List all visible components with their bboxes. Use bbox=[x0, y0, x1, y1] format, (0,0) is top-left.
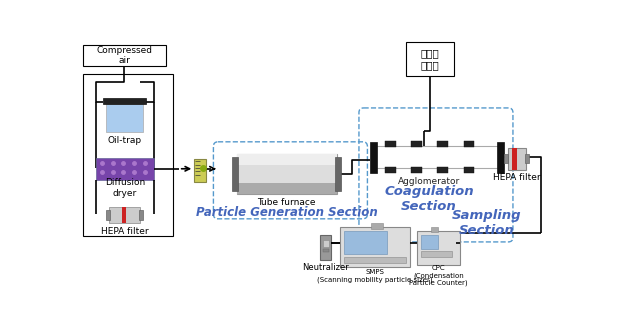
Bar bbox=[370, 142, 378, 173]
Bar bbox=[341, 227, 410, 267]
Text: HEPA filter: HEPA filter bbox=[493, 173, 540, 182]
Bar bbox=[335, 157, 341, 191]
Bar bbox=[497, 142, 505, 173]
Text: SMPS
(Scanning mobility particle sizer): SMPS (Scanning mobility particle sizer) bbox=[317, 269, 433, 282]
Text: CPC
(Condensation
Particle Counter): CPC (Condensation Particle Counter) bbox=[409, 265, 468, 286]
Bar bbox=[406, 43, 453, 76]
Bar bbox=[373, 147, 499, 168]
Bar bbox=[103, 98, 146, 104]
Bar bbox=[418, 231, 460, 265]
Text: Diffusion
dryer: Diffusion dryer bbox=[105, 178, 145, 198]
Bar bbox=[463, 167, 474, 173]
Bar bbox=[437, 167, 449, 173]
Bar bbox=[385, 167, 396, 173]
Bar bbox=[109, 206, 140, 223]
Bar bbox=[83, 45, 166, 66]
Text: Particle Generation Section: Particle Generation Section bbox=[196, 206, 378, 219]
Bar bbox=[96, 158, 154, 180]
Bar bbox=[344, 257, 406, 263]
Text: Tube furnace: Tube furnace bbox=[257, 198, 316, 207]
Bar bbox=[421, 251, 452, 257]
Bar bbox=[232, 157, 238, 191]
Text: Sampling
Section: Sampling Section bbox=[452, 209, 521, 237]
Text: 조음파
발생기: 조음파 발생기 bbox=[420, 49, 439, 70]
Bar bbox=[106, 104, 143, 132]
Text: Oil-trap: Oil-trap bbox=[108, 136, 142, 145]
Bar bbox=[323, 240, 329, 247]
Bar bbox=[194, 159, 207, 182]
Bar bbox=[344, 231, 387, 254]
Bar bbox=[512, 148, 517, 170]
Text: Agglomerator: Agglomerator bbox=[398, 177, 460, 186]
Bar bbox=[83, 74, 173, 236]
Bar bbox=[320, 235, 331, 260]
Text: HEPA filter: HEPA filter bbox=[101, 227, 149, 236]
Bar bbox=[525, 154, 529, 163]
Text: Coagulation
Section: Coagulation Section bbox=[384, 185, 474, 213]
Bar bbox=[385, 141, 396, 147]
Bar bbox=[139, 210, 143, 220]
Bar bbox=[323, 249, 329, 252]
Bar bbox=[236, 154, 337, 165]
Text: Neutralizer: Neutralizer bbox=[302, 263, 349, 272]
Bar bbox=[505, 154, 508, 163]
Bar bbox=[463, 141, 474, 147]
Bar bbox=[431, 227, 438, 232]
Bar bbox=[236, 154, 337, 194]
Bar bbox=[508, 148, 526, 170]
Bar bbox=[122, 206, 126, 223]
Bar bbox=[421, 235, 438, 249]
Bar bbox=[412, 141, 422, 147]
Bar bbox=[371, 223, 383, 229]
Bar bbox=[236, 184, 337, 194]
Bar bbox=[106, 210, 110, 220]
Text: Compressed
air: Compressed air bbox=[96, 46, 152, 65]
Bar bbox=[437, 141, 449, 147]
Bar bbox=[412, 167, 422, 173]
